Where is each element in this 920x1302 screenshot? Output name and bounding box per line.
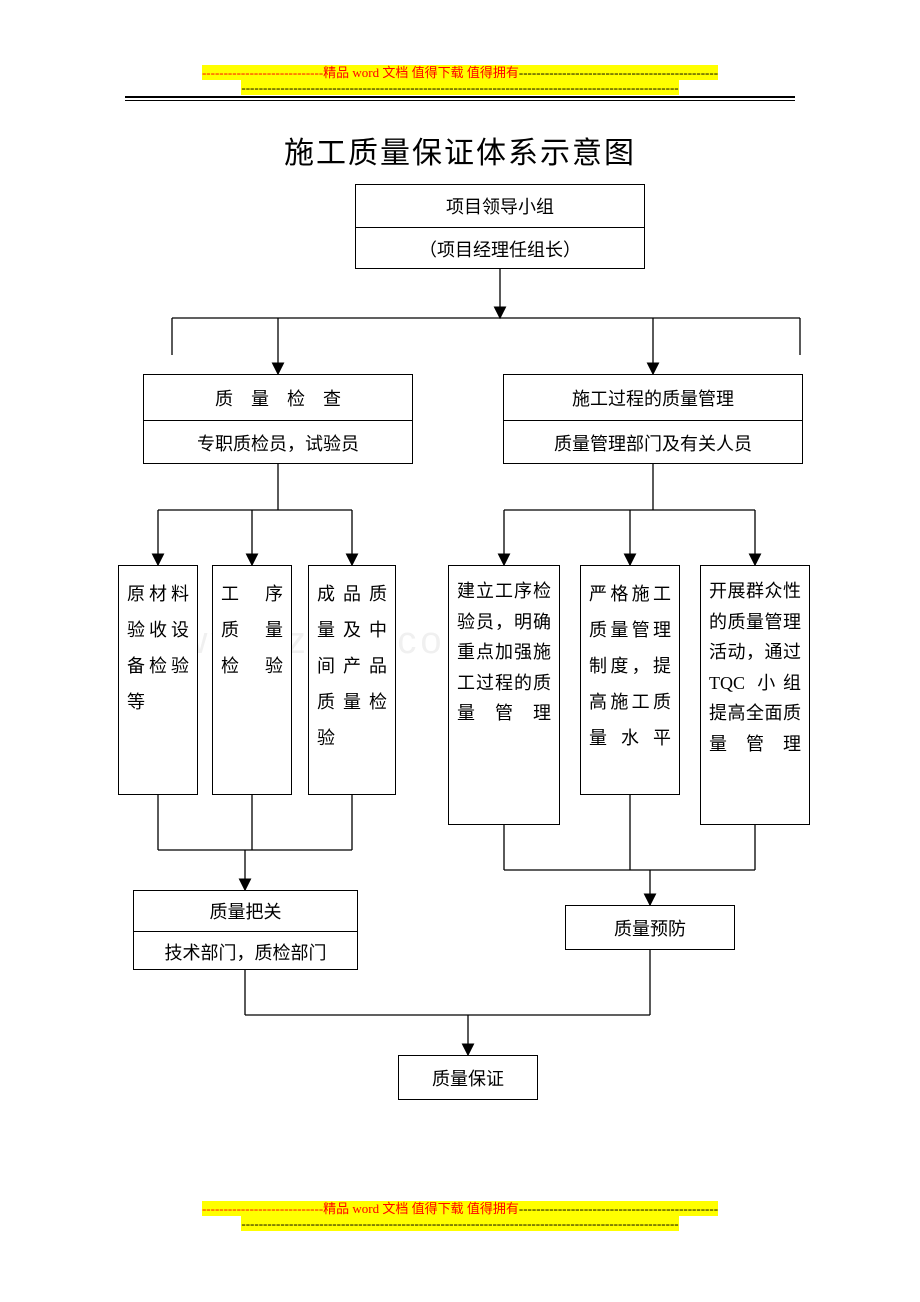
node-b3-text: 成品质量及中间产品质量检验 [309,566,395,766]
node-quality-check-line2: 专职质检员，试验员 [144,420,412,465]
node-b3: 成品质量及中间产品质量检验 [308,565,396,795]
node-quality-prevent: 质量预防 [565,905,735,950]
banner-dashes-right: ----------------------------------------… [519,65,718,80]
node-process-mgmt-line1: 施工过程的质量管理 [504,375,802,420]
page: ----------------------------精品 word 文档 值… [0,0,920,1302]
footer-underline-dashes: ----------------------------------------… [241,1216,678,1231]
node-b1: 原材料验收设备检验等 [118,565,198,795]
node-b5: 严格施工质量管理制度，提高施工质量水平 [580,565,680,795]
footer-dashes-left: ---------------------------- [202,1201,323,1216]
banner-underline-dashes: ----------------------------------------… [241,80,678,95]
node-b2: 工 序质 量检验 [212,565,292,795]
banner-dashes-left: ---------------------------- [202,65,323,80]
footer-dashes-right: ----------------------------------------… [519,1201,718,1216]
header-banner: ----------------------------精品 word 文档 值… [135,62,785,81]
footer-underline: ----------------------------------------… [135,1216,785,1232]
diagram-title: 施工质量保证体系示意图 [0,128,920,172]
header-double-rule [125,96,795,101]
footer-banner: ----------------------------精品 word 文档 值… [135,1198,785,1217]
node-quality-gate: 质量把关 技术部门，质检部门 [133,890,358,970]
banner-text: 精品 word 文档 值得下载 值得拥有 [323,65,519,80]
node-top-line1: 项目领导小组 [356,185,644,227]
node-b2-text: 工 序质 量检验 [213,566,291,694]
node-process-mgmt: 施工过程的质量管理 质量管理部门及有关人员 [503,374,803,464]
node-b1-text: 原材料验收设备检验等 [119,566,197,730]
node-b4-text: 建立工序检验员，明确重点加强施工过程的质量管理 [449,566,559,739]
node-quality-gate-line2: 技术部门，质检部门 [134,931,357,971]
node-quality-gate-line1: 质量把关 [134,891,357,931]
node-b5-text: 严格施工质量管理制度，提高施工质量水平 [581,566,679,766]
node-top-line2: （项目经理任组长） [356,227,644,270]
node-quality-assure: 质量保证 [398,1055,538,1100]
node-quality-assure-text: 质量保证 [399,1056,537,1099]
node-quality-prevent-text: 质量预防 [566,906,734,949]
node-top: 项目领导小组 （项目经理任组长） [355,184,645,269]
node-process-mgmt-line2: 质量管理部门及有关人员 [504,420,802,465]
node-quality-check: 质 量 检 查 专职质检员，试验员 [143,374,413,464]
footer-text: 精品 word 文档 值得下载 值得拥有 [323,1201,519,1216]
node-b4: 建立工序检验员，明确重点加强施工过程的质量管理 [448,565,560,825]
header-underline: ----------------------------------------… [135,80,785,96]
node-b6: 开展群众性的质量管理活动，通过 TQC 小组提高全面质量管理 [700,565,810,825]
node-quality-check-line1: 质 量 检 查 [144,375,412,420]
node-b6-text: 开展群众性的质量管理活动，通过 TQC 小组提高全面质量管理 [701,566,809,770]
